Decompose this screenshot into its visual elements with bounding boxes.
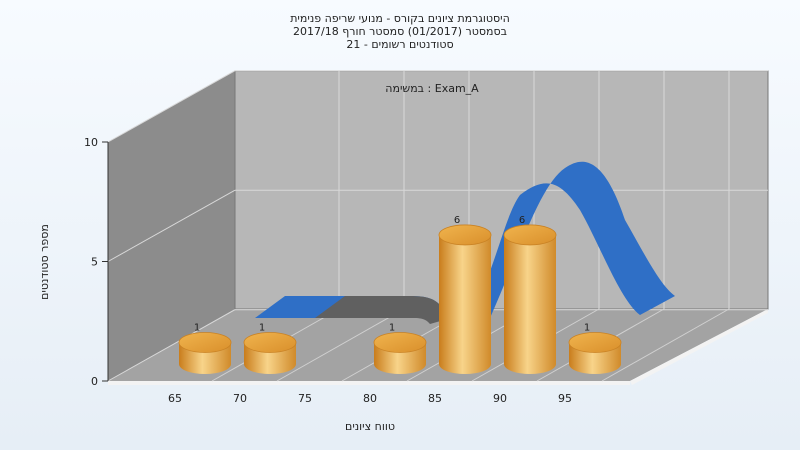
y-axis-label: מספר סטודנטים [38,224,51,300]
gridline-side [107,189,236,262]
bar: 1 [373,322,427,374]
y-ticks: 0 5 10 [84,136,108,388]
bar-value-label: 1 [259,322,265,333]
series-curve [255,161,675,318]
x-tick-label: 85 [428,392,442,405]
bar-top [503,224,557,246]
bar-body [439,234,491,374]
gridline-floor [276,308,405,382]
bar-top [438,224,492,246]
y-tick-label: 10 [84,136,98,149]
bar-value-label: 1 [194,322,200,333]
x-tick-label: 80 [363,392,377,405]
y-tick-label: 5 [91,256,98,269]
right-edge-highlight [630,309,768,385]
series-curve-shadow [315,296,451,324]
gridline-side [107,70,236,143]
x-ticks: 65 70 75 80 85 90 95 [168,392,572,405]
x-axis-label: טווח ציונים [345,420,395,433]
bar-body [504,234,556,374]
bar: 1 [178,322,232,374]
title-line-3: סטודנטים רשומים - 21 [346,38,453,51]
gridline-side [107,309,236,382]
bar-top [373,332,427,353]
title-line-2: בסמסטר (01/2017) סמסטר חורף 2017/18 [293,25,507,38]
x-tick-label: 65 [168,392,182,405]
x-tick-label: 90 [493,392,507,405]
bar-value-label: 1 [584,322,590,333]
bars: 1 1 1 6 6 1 [178,215,622,374]
bar-value-label: 1 [389,322,395,333]
x-tick-label: 95 [558,392,572,405]
x-tick-label: 75 [298,392,312,405]
bar-top [243,332,297,353]
x-tick-label: 70 [233,392,247,405]
bar: 6 [438,215,492,374]
y-tick-label: 0 [91,375,98,388]
bar-top [178,332,232,353]
chart-title: היסטוגרמת ציונים בקורס - מנועי שריפה פני… [290,12,510,51]
gridline-floor [601,308,730,382]
bar-value-label: 6 [454,215,460,226]
title-line-1: היסטוגרמת ציונים בקורס - מנועי שריפה פני… [290,12,510,25]
bar: 6 [503,215,557,374]
bar-value-label: 6 [519,215,525,226]
bar: 1 [243,322,297,374]
bar-top [568,332,622,353]
bar: 1 [568,322,622,374]
floor-front-edge [108,381,630,385]
task-label: במשימה : Exam_A [385,82,479,95]
